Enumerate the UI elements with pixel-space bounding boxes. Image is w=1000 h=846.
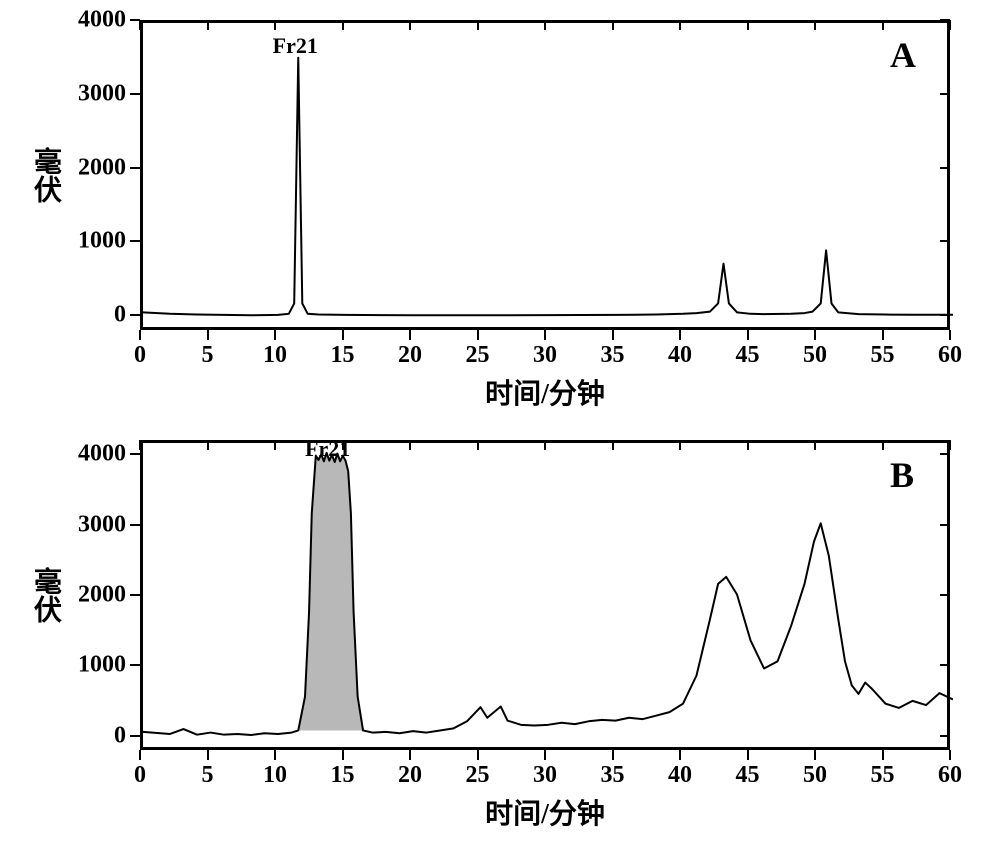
xtick-label: 25 bbox=[466, 762, 490, 789]
panel-a-peak-label: Fr21 bbox=[273, 33, 318, 59]
xtick-label: 40 bbox=[668, 342, 692, 369]
ytick-label: 0 bbox=[114, 722, 126, 749]
xtick-label: 20 bbox=[398, 762, 422, 789]
xtick-label: 5 bbox=[202, 342, 214, 369]
ytick-label: 4000 bbox=[78, 7, 126, 34]
ytick-label: 3000 bbox=[78, 511, 126, 538]
xtick-label: 35 bbox=[601, 342, 625, 369]
ytick-label: 3000 bbox=[78, 80, 126, 107]
panel-a-letter: A bbox=[890, 34, 916, 76]
xtick-label: 10 bbox=[263, 342, 287, 369]
xtick-label: 50 bbox=[803, 342, 827, 369]
xtick-label: 15 bbox=[331, 762, 355, 789]
ytick-label: 4000 bbox=[78, 441, 126, 468]
panel-b-plot bbox=[140, 440, 950, 750]
panel-a-xlabel: 时间/分钟 bbox=[485, 372, 605, 412]
xtick-label: 45 bbox=[736, 762, 760, 789]
xtick-label: 35 bbox=[601, 762, 625, 789]
xtick-label: 55 bbox=[871, 762, 895, 789]
panel-b-ylabel: 毫伏 bbox=[25, 567, 65, 623]
panel-b-letter: B bbox=[890, 454, 914, 496]
xtick-label: 0 bbox=[134, 762, 146, 789]
xtick-label: 25 bbox=[466, 342, 490, 369]
xtick-label: 40 bbox=[668, 762, 692, 789]
xtick-label: 20 bbox=[398, 342, 422, 369]
xtick-label: 60 bbox=[938, 342, 962, 369]
ytick-label: 2000 bbox=[78, 582, 126, 609]
figure: 毫伏 时间/分钟 A Fr21 毫伏 时间/分钟 B Fr21 05101520… bbox=[0, 0, 1000, 846]
xtick-label: 5 bbox=[202, 762, 214, 789]
xtick-label: 15 bbox=[331, 342, 355, 369]
xtick-label: 55 bbox=[871, 342, 895, 369]
xtick-label: 10 bbox=[263, 762, 287, 789]
xtick-label: 60 bbox=[938, 762, 962, 789]
xtick-label: 30 bbox=[533, 342, 557, 369]
xtick-label: 30 bbox=[533, 762, 557, 789]
ytick-label: 1000 bbox=[78, 652, 126, 679]
ytick-label: 1000 bbox=[78, 228, 126, 255]
panel-a-ylabel: 毫伏 bbox=[25, 147, 65, 203]
ytick-label: 0 bbox=[114, 302, 126, 329]
panel-a-plot bbox=[140, 20, 950, 330]
xtick-label: 50 bbox=[803, 762, 827, 789]
panel-b-xlabel: 时间/分钟 bbox=[485, 792, 605, 832]
xtick-label: 45 bbox=[736, 342, 760, 369]
xtick-label: 0 bbox=[134, 342, 146, 369]
ytick-label: 2000 bbox=[78, 154, 126, 181]
